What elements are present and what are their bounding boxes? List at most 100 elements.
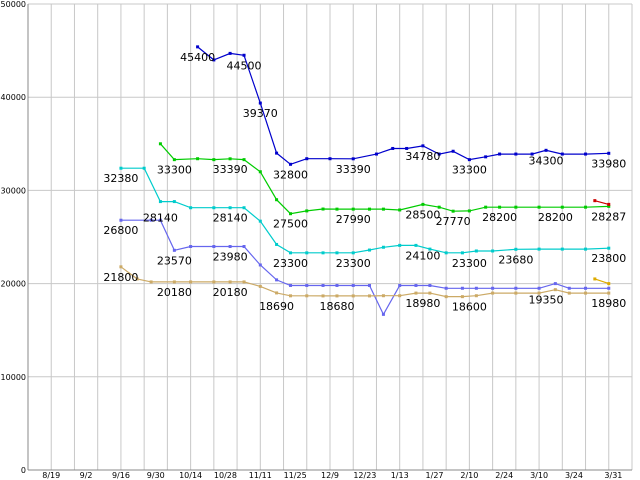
data-point xyxy=(242,53,246,57)
data-point xyxy=(537,286,541,290)
data-point xyxy=(398,208,402,212)
data-label: 34780 xyxy=(405,150,440,163)
data-point xyxy=(158,218,162,222)
data-point xyxy=(537,291,541,295)
data-point xyxy=(367,248,371,252)
data-point xyxy=(196,157,200,161)
data-point xyxy=(289,162,293,166)
data-point xyxy=(467,158,471,162)
x-tick-label: 2/10 xyxy=(460,471,478,480)
data-point xyxy=(381,294,385,298)
data-point xyxy=(491,291,495,295)
data-label: 28200 xyxy=(482,211,517,224)
data-point xyxy=(119,218,123,222)
data-point xyxy=(437,205,441,209)
data-label: 28500 xyxy=(405,208,440,221)
x-tick-label: 1/27 xyxy=(426,471,444,480)
data-label: 27990 xyxy=(336,213,371,226)
data-point xyxy=(498,205,502,209)
data-point xyxy=(212,58,216,62)
data-point xyxy=(275,291,279,295)
data-point xyxy=(491,286,495,290)
data-label: 23980 xyxy=(213,251,248,264)
x-tick-label: 1/13 xyxy=(391,471,409,480)
data-point xyxy=(584,205,588,209)
data-point xyxy=(567,286,571,290)
data-point xyxy=(335,283,339,287)
data-point xyxy=(437,152,441,156)
data-point xyxy=(212,206,216,210)
data-point xyxy=(305,294,309,298)
x-tick-label: 12/9 xyxy=(321,471,339,480)
data-point xyxy=(228,280,232,284)
data-label: 45400 xyxy=(180,51,215,64)
x-tick-label: 12/23 xyxy=(353,471,376,480)
data-label: 34300 xyxy=(529,154,564,167)
data-point xyxy=(607,151,611,155)
data-point xyxy=(289,251,293,255)
x-tick-labels: 8/19 9/2 9/16 9/30 10/14 10/28 11/11 11/25 12/9 1… xyxy=(42,471,622,480)
data-label: 44500 xyxy=(227,59,262,72)
data-point xyxy=(305,157,309,161)
data-point xyxy=(258,284,262,288)
data-point xyxy=(258,263,262,267)
data-point xyxy=(460,286,464,290)
data-point xyxy=(289,294,293,298)
data-point xyxy=(560,205,564,209)
data-point xyxy=(189,280,193,284)
x-tick-label: 9/2 xyxy=(80,471,93,480)
data-label: 23680 xyxy=(498,253,533,266)
data-point xyxy=(381,207,385,211)
x-tick-label: 3/31 xyxy=(604,471,622,480)
data-point xyxy=(593,199,597,203)
data-point xyxy=(567,291,571,295)
data-point xyxy=(607,286,611,290)
data-point xyxy=(367,283,371,287)
data-point xyxy=(189,206,193,210)
data-point xyxy=(275,242,279,246)
data-point xyxy=(460,295,464,299)
data-point xyxy=(289,212,293,216)
data-point xyxy=(172,248,176,252)
series-line-4 xyxy=(120,266,609,298)
data-point xyxy=(242,280,246,284)
data-point xyxy=(584,152,588,156)
y-tick-labels: 0 10000 20000 30000 40000 50000 xyxy=(1,0,26,475)
data-point xyxy=(242,158,246,162)
data-point xyxy=(335,251,339,255)
data-point xyxy=(328,157,332,161)
data-point xyxy=(444,295,448,299)
x-tick-label: 10/28 xyxy=(214,471,237,480)
data-point xyxy=(351,294,355,298)
data-point xyxy=(149,280,153,284)
data-point xyxy=(474,286,478,290)
data-label: 23300 xyxy=(452,257,487,270)
data-point xyxy=(258,101,262,105)
x-tick-label: 10/14 xyxy=(179,471,202,480)
data-label: 23800 xyxy=(591,252,626,265)
data-point xyxy=(607,246,611,250)
data-point xyxy=(414,291,418,295)
y-tick-label: 50000 xyxy=(1,0,26,9)
data-point xyxy=(258,170,262,174)
axes xyxy=(27,4,632,471)
data-point xyxy=(460,251,464,255)
y-tick-label: 40000 xyxy=(1,93,26,102)
data-point xyxy=(607,291,611,295)
data-label: 18980 xyxy=(591,297,626,310)
x-tick-label: 3/10 xyxy=(530,471,548,480)
data-point xyxy=(530,152,534,156)
x-tick-label: 9/16 xyxy=(112,471,130,480)
data-point xyxy=(405,146,409,150)
data-label: 23300 xyxy=(273,257,308,270)
data-point xyxy=(474,249,478,253)
data-point xyxy=(398,294,402,298)
data-label: 18980 xyxy=(405,297,440,310)
data-point xyxy=(537,205,541,209)
data-point xyxy=(414,243,418,247)
x-tick-label: 11/11 xyxy=(249,471,272,480)
data-labels: 45400 44500 39370 32800 33390 34780 33300 34300… xyxy=(103,51,626,314)
data-point xyxy=(381,245,385,249)
data-point xyxy=(451,209,455,213)
data-point xyxy=(398,243,402,247)
